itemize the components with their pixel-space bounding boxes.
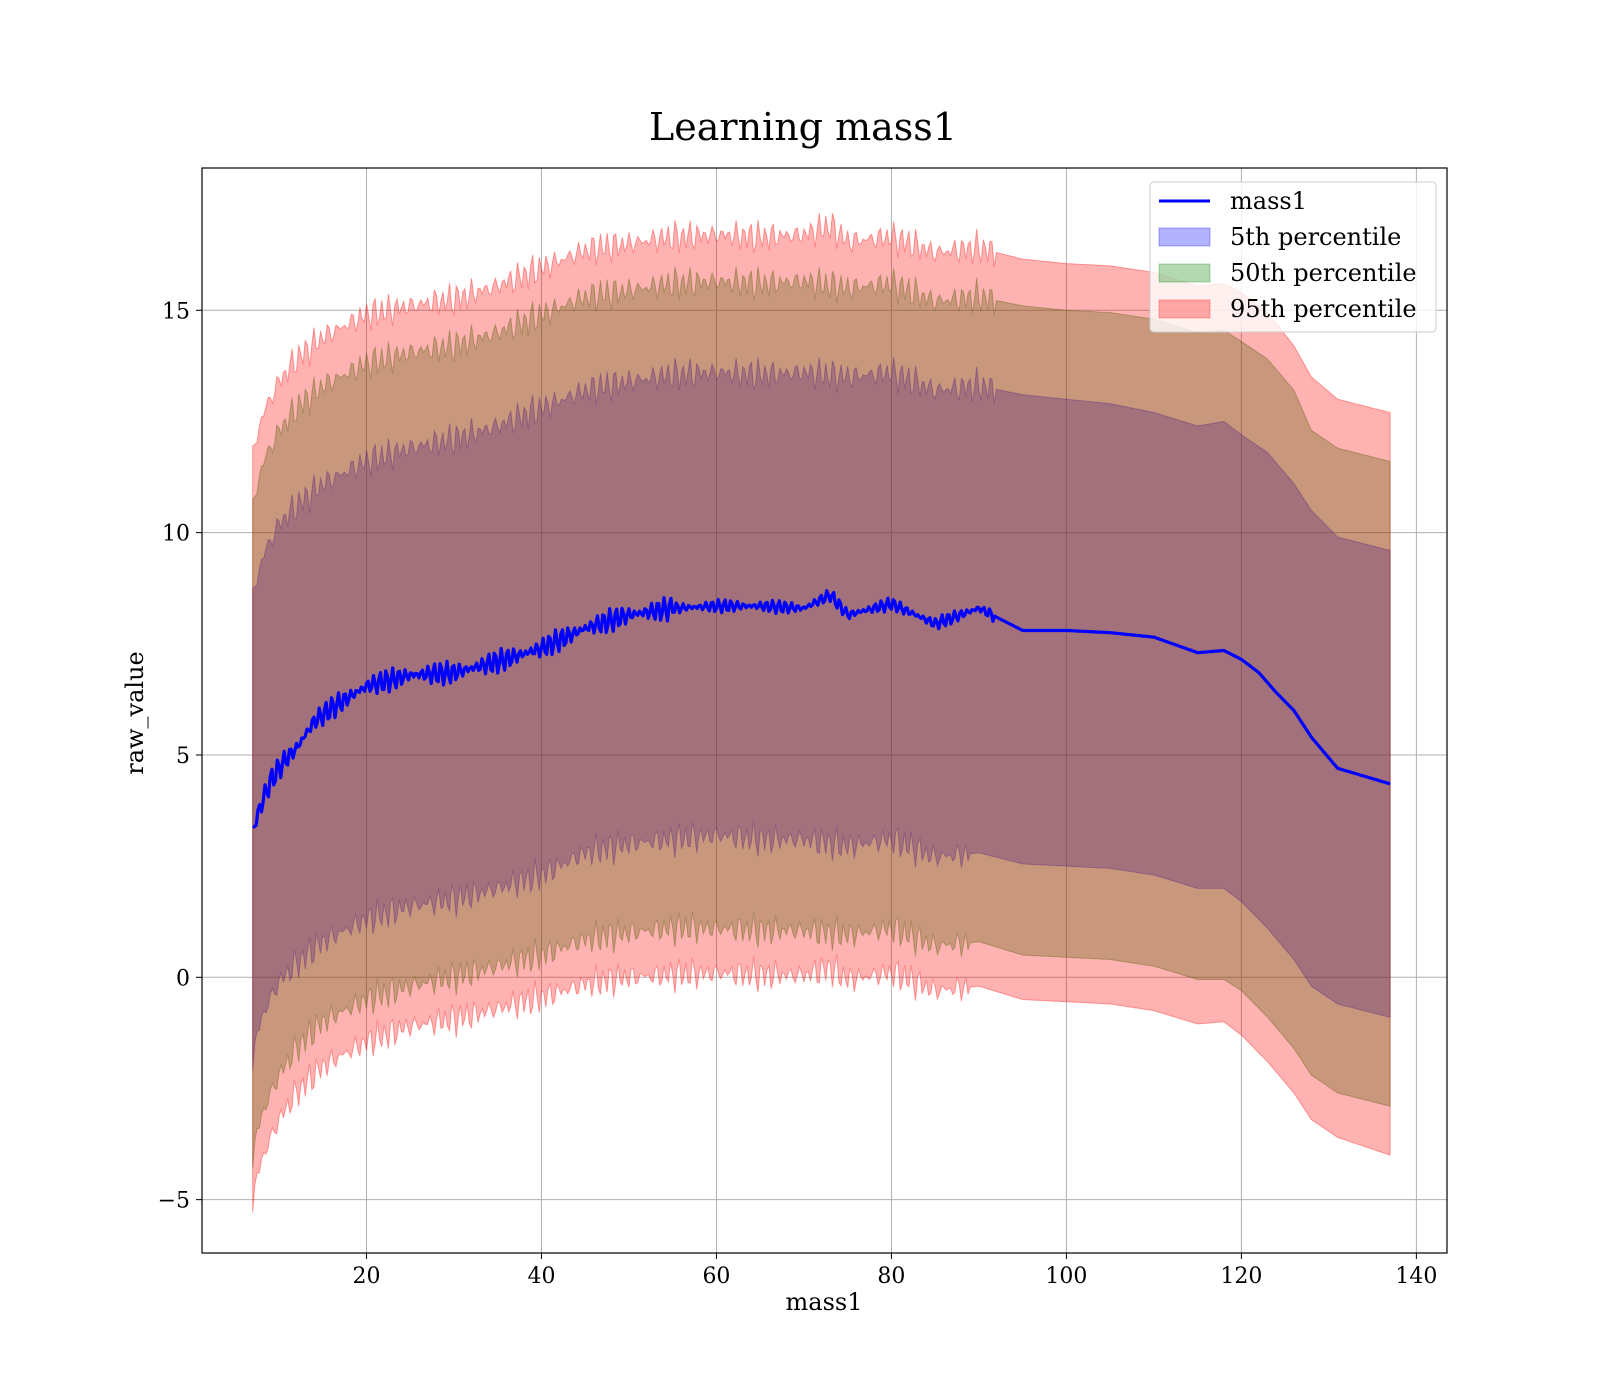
percentile-bands: [252, 212, 1391, 1213]
legend-box: [1149, 181, 1437, 333]
legend-label-95th: 95th percentile: [1230, 295, 1417, 323]
x-tick-label-1: 40: [527, 1264, 555, 1289]
mass1-line: [252, 589, 1391, 829]
legend-label-50th: 50th percentile: [1230, 259, 1417, 287]
legend-swatch-50th: [1158, 263, 1211, 283]
y-tick-label-2: 5: [176, 744, 190, 769]
legend-label-mass1: mass1: [1230, 187, 1307, 215]
legend: mass1 5th percentile 50th percentile 95t…: [1149, 181, 1437, 333]
band-2: [252, 212, 1391, 1213]
legend-label-5th: 5th percentile: [1230, 223, 1401, 251]
series-line: [252, 589, 1391, 829]
x-tick-label-0: 20: [352, 1264, 380, 1289]
x-tick-label-2: 60: [702, 1264, 730, 1289]
y-tick-label-0: −5: [158, 1189, 190, 1214]
plot-background: [202, 168, 1447, 1253]
legend-swatch-95th: [1158, 299, 1211, 319]
x-tick-label-3: 80: [877, 1264, 905, 1289]
axis-ticks: 20 40 60 80 100 120 140 −5 0 5 10 15: [158, 299, 1438, 1289]
band-1: [252, 266, 1391, 1169]
legend-swatch-5th: [1158, 227, 1211, 247]
y-tick-label-4: 15: [162, 299, 190, 324]
chart-title: Learning mass1: [649, 105, 957, 149]
plot-frame: [201, 167, 1448, 1254]
y-tick-label-3: 10: [162, 522, 190, 547]
x-tick-label-6: 140: [1395, 1264, 1437, 1289]
grid: [202, 168, 1447, 1253]
band-0: [252, 356, 1391, 1071]
x-axis-label: mass1: [786, 1288, 863, 1316]
x-tick-label-4: 100: [1045, 1264, 1087, 1289]
y-tick-label-1: 0: [176, 966, 190, 991]
x-tick-label-5: 120: [1220, 1264, 1262, 1289]
y-axis-label: raw_value: [121, 651, 149, 775]
